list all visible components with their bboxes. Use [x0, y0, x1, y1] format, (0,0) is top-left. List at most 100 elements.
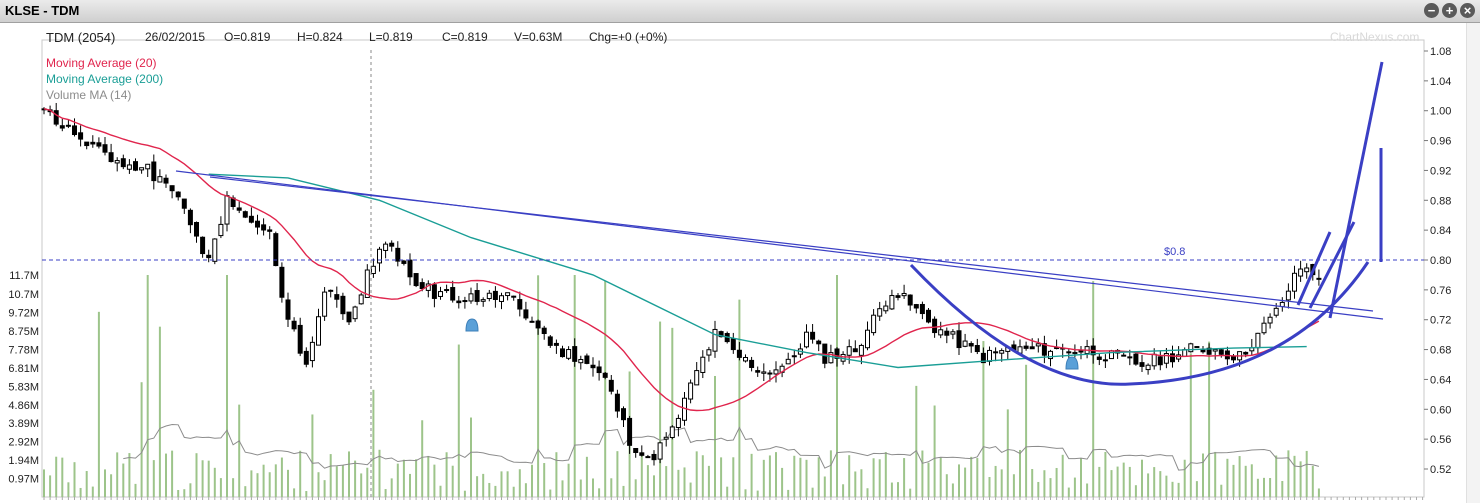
candle-body	[730, 338, 736, 351]
candle-body	[352, 306, 358, 320]
volume-bar	[1311, 465, 1314, 497]
volume-bar	[43, 469, 45, 497]
candle-body	[462, 300, 468, 303]
volume-bar	[140, 382, 143, 497]
volume-bar	[1189, 353, 1192, 497]
candle-body	[1151, 353, 1157, 367]
candle-body	[614, 393, 620, 412]
volume-bar	[561, 480, 564, 497]
candle-body	[505, 292, 511, 297]
candle-body	[133, 161, 138, 171]
candle-body	[358, 294, 364, 305]
volume-bar	[1281, 481, 1284, 497]
volume-bar	[1177, 482, 1180, 497]
volume-bar	[927, 462, 930, 497]
candle-body	[169, 185, 175, 192]
candle-body	[53, 110, 59, 125]
volume-bar	[951, 483, 954, 497]
maximize-button[interactable]: +	[1442, 3, 1457, 18]
volume-bar	[73, 462, 76, 497]
candle-body	[706, 349, 712, 356]
volume-bar	[348, 451, 350, 497]
volume-bar	[1055, 467, 1058, 497]
volume-bar	[67, 482, 70, 497]
price-tick-label: 1.08	[1430, 46, 1451, 58]
volume-bar	[707, 465, 710, 497]
volume-bar	[848, 455, 851, 497]
volume-bar	[1104, 451, 1107, 497]
candle-body	[303, 350, 309, 365]
volume-tick-label: 11.7M	[9, 270, 39, 282]
legend-ma20[interactable]: Moving Average (20)	[46, 56, 157, 70]
volume-bar	[91, 486, 94, 497]
volume-bar	[213, 467, 216, 497]
volume-bar	[970, 456, 973, 497]
volume-bar	[653, 475, 655, 497]
candle-body	[669, 426, 675, 438]
volume-bar	[299, 450, 302, 497]
plot-frame	[41, 39, 1425, 498]
volume-bar	[689, 482, 692, 497]
volume-bar	[280, 457, 283, 497]
candle-body	[700, 356, 706, 373]
volume-bar	[775, 452, 777, 497]
candle-body	[145, 163, 151, 170]
volume-bar	[817, 457, 820, 497]
price-tick-label: 0.72	[1430, 315, 1451, 327]
candle-body	[584, 355, 590, 364]
volume-bar	[207, 460, 210, 497]
volume-bar	[1214, 451, 1217, 497]
candle-body	[456, 300, 462, 304]
volume-bar	[1006, 409, 1009, 497]
candle-body	[206, 254, 212, 259]
volume-bar	[1226, 458, 1229, 497]
candle-body	[743, 356, 748, 362]
volume-bar	[1043, 470, 1046, 497]
candle-body	[547, 336, 553, 346]
candle-body	[1285, 290, 1291, 301]
volume-bar	[622, 485, 625, 497]
trendline-lower	[209, 176, 1374, 312]
volume-bar	[158, 326, 161, 497]
volume-bar	[1086, 483, 1089, 497]
volume-bar	[744, 489, 747, 497]
candle-body	[419, 282, 425, 290]
volume-bar	[823, 476, 826, 497]
legend-volume-ma[interactable]: Volume MA (14)	[46, 88, 132, 102]
volume-bar	[750, 453, 753, 497]
candle-body	[932, 318, 938, 334]
price-tick-label: 0.96	[1430, 136, 1451, 148]
volume-bar	[287, 469, 289, 497]
candle-body	[218, 223, 224, 237]
volume-tick-label: 7.78M	[8, 344, 39, 356]
price-volume-chart[interactable]: 1.08 1.04 1.00 0.96 0.92 0.88 0.84 0.80 0.76 0.72…	[0, 23, 1466, 503]
minimize-button[interactable]: −	[1424, 3, 1439, 18]
price-tick-label: 0.52	[1430, 464, 1451, 476]
volume-tick-label: 5.83M	[8, 381, 39, 393]
volume-bar	[1141, 459, 1143, 497]
change-label: Chg=+0 (+0%)	[589, 30, 668, 44]
volume-tick-label: 2.92M	[8, 437, 39, 449]
candle-body	[926, 309, 931, 323]
candle-body	[804, 331, 809, 348]
close-button[interactable]: ×	[1460, 3, 1475, 18]
chart-panel[interactable]: 1.08 1.04 1.00 0.96 0.92 0.88 0.84 0.80 0.76 0.72…	[0, 23, 1480, 503]
volume-bar	[1134, 485, 1137, 497]
candle-body	[364, 269, 370, 298]
volume-bar	[695, 451, 698, 497]
legend-ma200[interactable]: Moving Average (200)	[46, 72, 164, 86]
volume-tick-label: 6.81M	[8, 363, 39, 375]
volume-bar	[244, 486, 247, 497]
volume-bar	[482, 473, 485, 497]
candle-body	[627, 417, 633, 446]
candle-body	[1139, 362, 1145, 367]
volume-bar	[732, 457, 735, 497]
volume-bar	[726, 486, 729, 497]
volume-bar	[567, 463, 570, 497]
candle-body	[59, 125, 65, 129]
chart-scrollbar[interactable]	[1466, 23, 1480, 503]
candle-body	[511, 295, 517, 298]
candle-body	[950, 331, 956, 335]
low-label: L=0.819	[369, 30, 413, 44]
volume-bar	[463, 490, 466, 497]
